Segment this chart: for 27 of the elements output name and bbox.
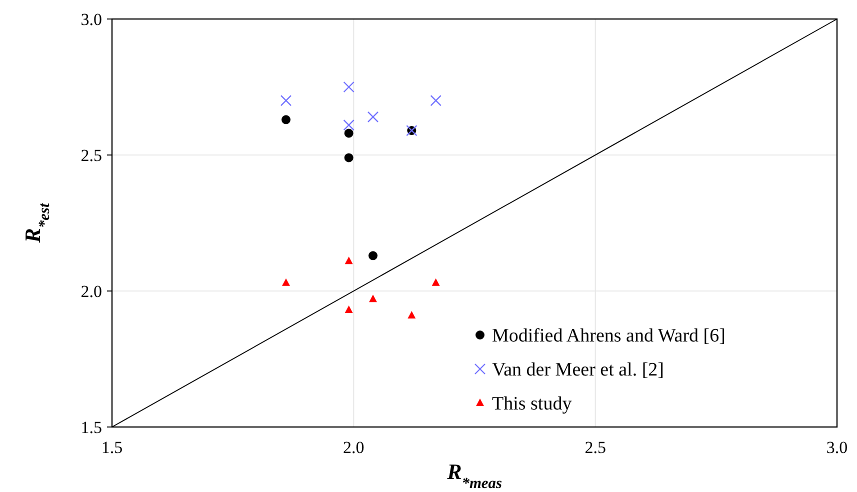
y-tick-label: 2.5 bbox=[80, 146, 102, 165]
legend-label: Modified Ahrens and Ward [6] bbox=[492, 326, 726, 347]
point bbox=[344, 128, 354, 138]
y-tick-label: 3.0 bbox=[80, 10, 102, 29]
point bbox=[344, 306, 353, 314]
point bbox=[282, 115, 290, 124]
point bbox=[369, 294, 377, 302]
legend-label: Van der Meer et al. [2] bbox=[492, 360, 664, 381]
point bbox=[344, 153, 354, 162]
y-tick-label: 2.0 bbox=[80, 282, 102, 301]
point bbox=[280, 95, 292, 106]
x-axis-title: R$_{*meas}$ bbox=[446, 459, 502, 492]
point bbox=[282, 278, 290, 286]
point bbox=[368, 251, 378, 260]
point bbox=[430, 95, 442, 106]
point bbox=[432, 278, 440, 286]
point bbox=[343, 81, 354, 93]
point bbox=[408, 310, 416, 318]
y-tick-label: 1.5 bbox=[80, 418, 102, 437]
x-tick-label: 1.5 bbox=[101, 438, 123, 457]
point bbox=[343, 119, 354, 131]
legend-label: This study bbox=[492, 394, 572, 415]
x-tick-label: 3.0 bbox=[826, 438, 848, 457]
x-tick-label: 2.5 bbox=[584, 438, 606, 457]
point bbox=[344, 256, 353, 264]
x-tick-label: 2.0 bbox=[343, 438, 364, 457]
point bbox=[367, 111, 379, 123]
